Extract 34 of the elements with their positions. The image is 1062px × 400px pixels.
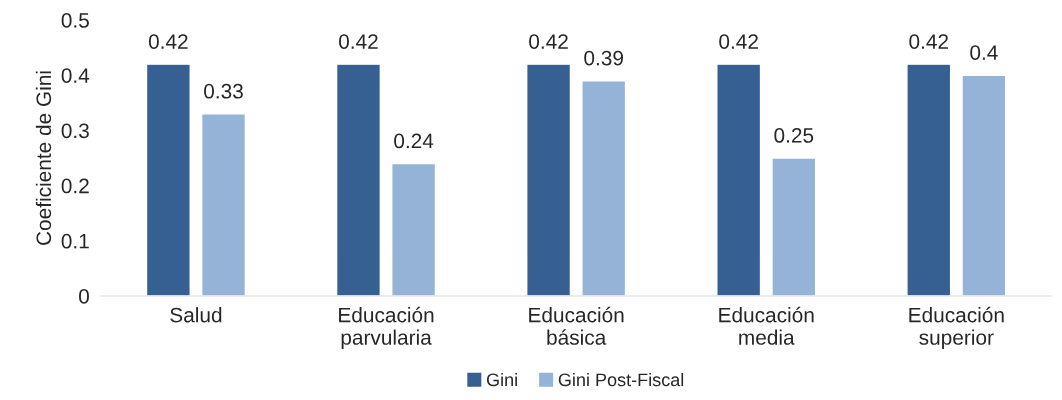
y-tick-label: 0.2 (61, 178, 89, 194)
y-tick-label: 0.3 (61, 123, 89, 139)
y-tick-label: 0.1 (61, 233, 89, 249)
data-label: 0.33 (204, 83, 243, 99)
data-label: 0.4 (970, 45, 998, 60)
legend-label: Gini (486, 372, 517, 387)
data-label: 0.42 (529, 34, 568, 49)
x-tick-label: Educación básica (529, 306, 624, 345)
legend-label: Gini Post-Fiscal (558, 372, 684, 387)
data-label: 0.25 (774, 128, 814, 143)
data-label: 0.42 (339, 34, 378, 49)
x-tick-label: Educación parvularia (339, 306, 434, 349)
bar (961, 74, 1007, 296)
data-label: 0.24 (394, 133, 434, 149)
y-tick-label: 0.5 (61, 13, 89, 28)
data-label: 0.42 (719, 34, 758, 49)
bar (335, 63, 382, 296)
bar (145, 63, 191, 296)
bar (391, 162, 437, 296)
bar (581, 80, 627, 296)
data-label: 0.42 (909, 34, 948, 49)
y-axis-title: Coeficiente de Gini (35, 71, 52, 245)
bar (200, 113, 247, 296)
y-tick-label: 0 (79, 289, 89, 304)
bar (906, 63, 952, 296)
x-tick-label: Educación superior (909, 306, 1004, 349)
y-tick-label: 0.4 (61, 68, 90, 83)
bar (716, 63, 762, 296)
data-label: 0.42 (148, 34, 188, 49)
bar (526, 63, 572, 296)
data-label: 0.39 (584, 50, 623, 66)
bar (771, 157, 817, 296)
x-tick-label: Educación media (719, 306, 814, 345)
x-tick-label: Salud (170, 307, 222, 323)
